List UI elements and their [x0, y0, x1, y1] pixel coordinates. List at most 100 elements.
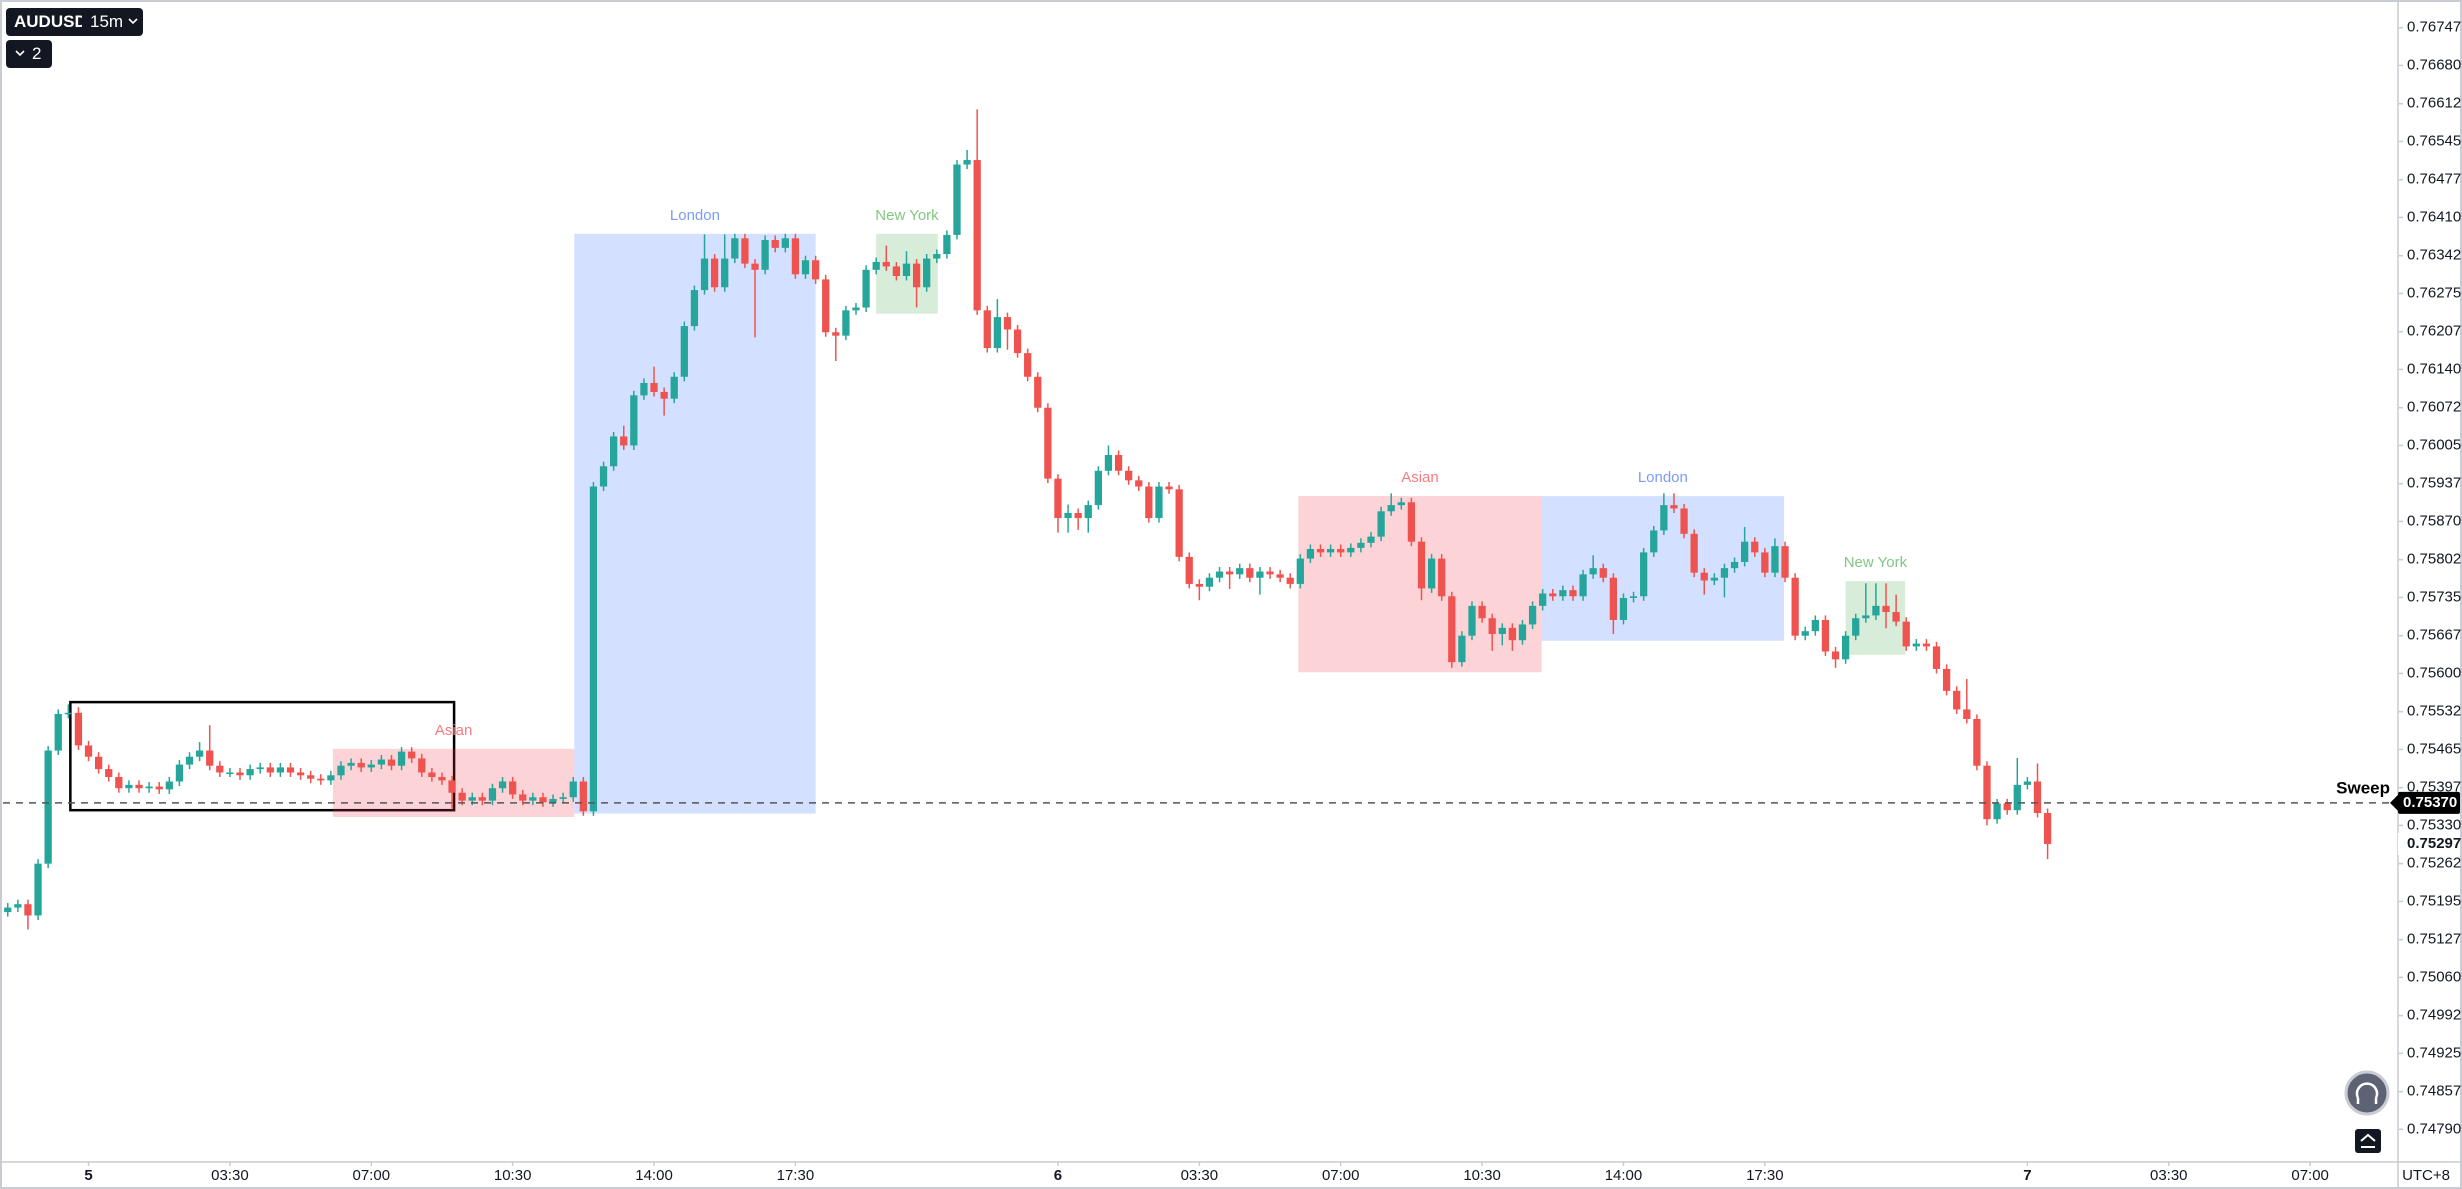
candle-body: [1145, 486, 1153, 519]
symbol: AUDUSD: [14, 12, 87, 31]
candle-body: [286, 767, 295, 773]
candle-body: [1640, 552, 1648, 597]
candle-body: [1478, 605, 1486, 619]
sweep-label: Sweep: [2336, 778, 2390, 797]
candle-body: [1114, 455, 1123, 471]
y-tick-label: 0.76477: [2407, 171, 2461, 188]
y-tick-label: 0.75330: [2407, 816, 2461, 833]
last-price-box: [2398, 832, 2460, 855]
candle-body: [761, 239, 769, 270]
x-tick-label: 17:30: [1746, 1167, 1784, 1184]
candle-body: [943, 234, 951, 255]
candle-body: [387, 759, 396, 766]
candle-body: [1155, 486, 1163, 519]
candle-body: [1751, 541, 1759, 553]
indicators-button[interactable]: 2: [6, 40, 52, 68]
candle-body: [1013, 329, 1022, 354]
candle-body: [1559, 590, 1567, 597]
candle-body: [1407, 502, 1416, 542]
candle-body: [902, 263, 911, 277]
candle-body: [1024, 353, 1032, 377]
candle-body: [115, 776, 123, 789]
candle-body: [54, 713, 62, 751]
candle-body: [408, 751, 416, 759]
candle-body: [1498, 627, 1506, 635]
x-tick-label: 03:30: [211, 1167, 249, 1184]
candle-body: [1074, 512, 1082, 519]
candle-body: [1508, 627, 1517, 641]
x-tick-label: 14:00: [1605, 1167, 1643, 1184]
auto-scale-button[interactable]: [2355, 1129, 2381, 1153]
candle-body: [1599, 568, 1607, 578]
y-tick-label: 0.75600: [2407, 664, 2461, 681]
candle-body: [1438, 558, 1446, 597]
candle-body: [1316, 549, 1325, 553]
candle-body: [448, 780, 456, 793]
x-tick-label: 10:30: [494, 1167, 532, 1184]
y-tick-label: 0.75195: [2407, 892, 2461, 909]
candle-body: [478, 797, 486, 801]
x-tick-label: 14:00: [635, 1167, 673, 1184]
auto-scale-icon: [2360, 1133, 2376, 1148]
candle-body: [1852, 618, 1860, 636]
x-tick-label: 6: [1054, 1167, 1062, 1184]
candle-body: [1882, 605, 1890, 613]
y-tick-label: 0.75870: [2407, 512, 2461, 529]
candle-body: [1841, 635, 1850, 660]
candle-body: [1932, 646, 1941, 669]
candle-body: [1771, 546, 1779, 573]
candle-body: [145, 786, 153, 789]
candle-body: [1549, 593, 1557, 597]
candle-body: [1276, 574, 1284, 578]
candle-body: [1720, 568, 1729, 578]
sweep-price-box: [2398, 791, 2460, 814]
candle-body: [539, 797, 547, 803]
candle-body: [892, 266, 901, 277]
candle-body: [731, 238, 739, 259]
candle-body: [1084, 505, 1092, 519]
candle-body: [1862, 615, 1870, 619]
candle-body: [599, 466, 608, 487]
chevron: [128, 18, 138, 25]
candle-body: [963, 160, 971, 165]
candle-body: [337, 765, 345, 776]
candle-body: [256, 767, 264, 770]
candle-body: [246, 769, 254, 776]
candle-body: [1811, 619, 1819, 632]
candle-body: [1872, 605, 1880, 616]
candle-body: [2023, 781, 2032, 785]
scroll-button[interactable]: [2344, 1070, 2390, 1116]
candle-body: [1185, 556, 1193, 584]
candle-body: [680, 326, 688, 377]
interval-button[interactable]: 15m: [82, 8, 144, 36]
candle-body: [1347, 547, 1355, 553]
y-tick-label: 0.76005: [2407, 436, 2461, 453]
candle-body: [1104, 455, 1113, 471]
symbol-button[interactable]: AUDUSD: [6, 8, 95, 36]
zones: Asian London New York Asian London New York: [69, 207, 1908, 817]
candle-body: [1357, 542, 1365, 548]
candle-body: [2033, 781, 2042, 814]
candle-body: [832, 332, 840, 336]
scroll-icon: [2355, 1082, 2379, 1104]
candle-body: [1387, 505, 1395, 512]
candle-body: [1690, 533, 1698, 573]
candle-body: [1569, 590, 1577, 597]
candle-body: [1337, 549, 1345, 553]
y-tick-label: 0.75532: [2407, 703, 2461, 720]
candle-body: [498, 781, 507, 789]
candle-body: [327, 775, 335, 781]
candle-body: [1427, 558, 1436, 589]
y-tick-label: 0.75667: [2407, 627, 2461, 644]
candle-body: [1781, 546, 1789, 578]
candle-body: [569, 781, 577, 798]
candle-body: [801, 260, 810, 275]
candle-body: [226, 772, 234, 774]
candle-body: [296, 772, 305, 776]
candle-body: [993, 317, 1002, 349]
candle-body: [1135, 480, 1143, 487]
candle-body: [1397, 502, 1405, 506]
y-tick-label: 0.76680: [2407, 56, 2461, 73]
y-tick-label: 0.76207: [2407, 323, 2461, 340]
